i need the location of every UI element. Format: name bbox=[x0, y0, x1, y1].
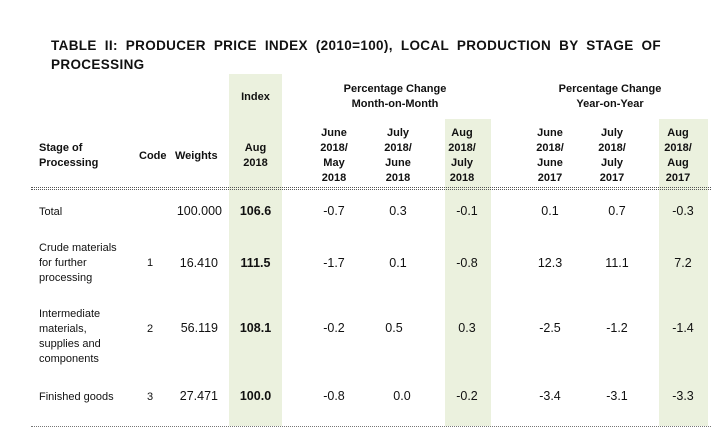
table-row-yoy-1: -3.4 bbox=[539, 389, 561, 403]
table-row-mom-1: -0.2 bbox=[323, 321, 345, 335]
table-row-weight: 100.000 bbox=[176, 204, 222, 218]
table-row-mom-1: -0.8 bbox=[323, 389, 345, 403]
yoy-aug-column-band bbox=[659, 119, 708, 426]
table-row-yoy-1: 0.1 bbox=[541, 204, 559, 218]
table-row-mom-1: -0.7 bbox=[323, 204, 345, 218]
table-row-yoy-3: 7.2 bbox=[674, 256, 692, 270]
table-row-yoy-2: 0.7 bbox=[608, 204, 626, 218]
table-row-code: 3 bbox=[147, 391, 154, 403]
table-row-stage: Intermediate materials, supplies and com… bbox=[39, 308, 101, 365]
yoy-col-3-header: Aug 2018/ Aug 2017 bbox=[664, 127, 692, 184]
table-row-yoy-3: -3.3 bbox=[672, 389, 694, 403]
header-divider bbox=[31, 189, 711, 190]
table-row-mom-3: -0.8 bbox=[456, 256, 478, 270]
table-row-yoy-1: -2.5 bbox=[539, 321, 561, 335]
table-row-code: 2 bbox=[147, 323, 154, 335]
table-row-stage: Crude materials for further processing bbox=[39, 242, 117, 284]
index-header: Index bbox=[241, 91, 270, 103]
table-row-index: 111.5 bbox=[240, 256, 271, 270]
table-row-index: 100.0 bbox=[239, 389, 272, 403]
table-row-stage: Total bbox=[39, 206, 63, 218]
yoy-group-header: Percentage Change Year-on-Year bbox=[558, 83, 662, 110]
table-row-weight: 27.471 bbox=[179, 389, 218, 403]
yoy-col-2-header: July 2018/ July 2017 bbox=[598, 127, 626, 184]
code-header: Code bbox=[139, 150, 167, 162]
index-column-band bbox=[229, 74, 282, 426]
table-row-mom-2: 0.0 bbox=[393, 389, 411, 403]
table-row-mom-2: 0.5 bbox=[385, 321, 403, 335]
table-row-mom-1: -1.7 bbox=[323, 256, 345, 270]
table-row-yoy-3: -1.4 bbox=[672, 321, 694, 335]
table-row-yoy-2: 11.1 bbox=[605, 256, 629, 270]
table-title: TABLE II: PRODUCER PRICE INDEX (2010=100… bbox=[51, 38, 661, 72]
table-row-index: 108.1 bbox=[239, 321, 272, 335]
table-row-weight: 56.119 bbox=[180, 321, 218, 335]
mom-col-2-header: July 2018/ June 2018 bbox=[384, 127, 412, 184]
table-row-index: 106.6 bbox=[239, 204, 272, 218]
table-row-yoy-1: 12.3 bbox=[537, 256, 563, 270]
index-period-header: Aug 2018 bbox=[243, 142, 268, 169]
table-row-mom-2: 0.1 bbox=[389, 256, 407, 270]
table-row-yoy-2: -3.1 bbox=[606, 389, 628, 403]
yoy-col-1-header: June 2018/ June 2017 bbox=[536, 127, 564, 184]
table-row-mom-3: -0.1 bbox=[456, 204, 478, 218]
table-row-weight: 16.410 bbox=[179, 256, 218, 270]
table-row-mom-3: 0.3 bbox=[458, 321, 476, 335]
mom-col-1-header: June 2018/ May 2018 bbox=[320, 127, 348, 184]
table-row-stage: Finished goods bbox=[39, 391, 114, 403]
mom-aug-column-band bbox=[445, 119, 491, 426]
table-row-mom-2: 0.3 bbox=[389, 204, 407, 218]
stage-header: Stage of Processing bbox=[39, 142, 99, 169]
header-divider bbox=[31, 187, 711, 188]
table-row-yoy-2: -1.2 bbox=[606, 321, 628, 335]
table-bottom-border bbox=[31, 426, 711, 427]
weights-header: Weights bbox=[175, 150, 218, 162]
table-row-code: 1 bbox=[147, 257, 154, 269]
mom-col-3-header: Aug 2018/ July 2018 bbox=[448, 127, 476, 184]
table-row-yoy-3: -0.3 bbox=[672, 204, 694, 218]
table-row-mom-3: -0.2 bbox=[456, 389, 478, 403]
mom-group-header: Percentage Change Month-on-Month bbox=[343, 83, 447, 110]
